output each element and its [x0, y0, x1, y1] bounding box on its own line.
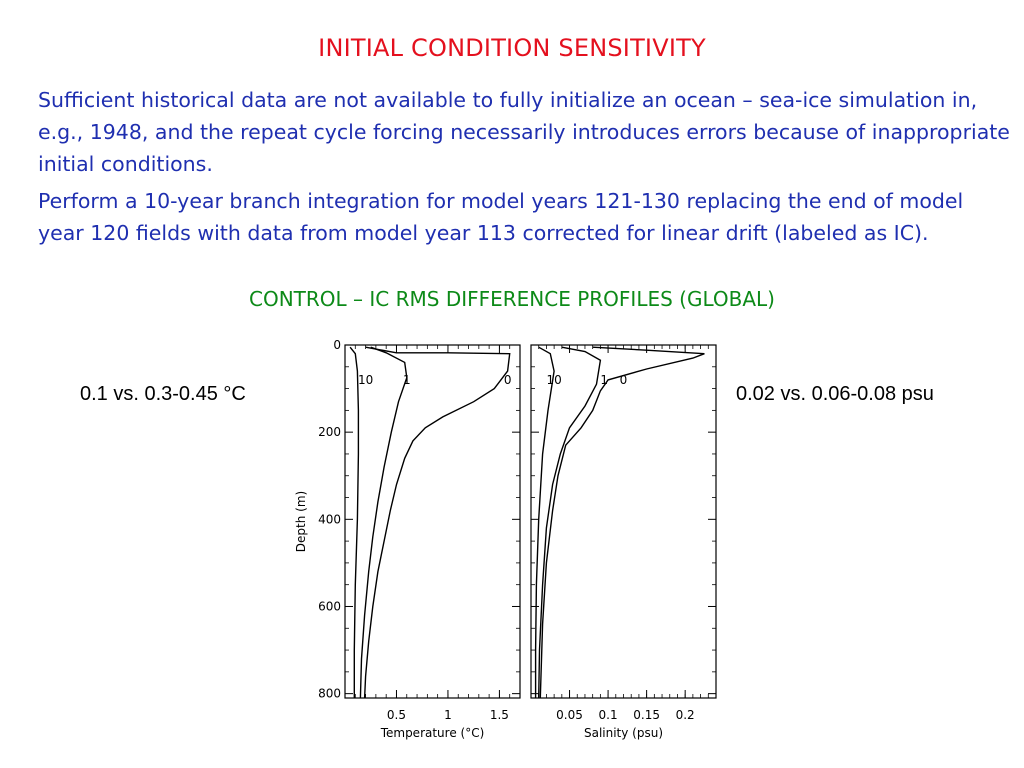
salinity-series-1-label: 1	[600, 373, 608, 387]
temperature-series-1-label: 1	[403, 373, 411, 387]
salinity-x-tick-label: 0.15	[633, 708, 660, 722]
temperature-series-10-line	[349, 346, 360, 698]
temperature-y-tick-label: 200	[318, 425, 341, 439]
temperature-y-axis-label: Depth (m)	[294, 491, 308, 552]
temperature-x-tick-label: 1	[444, 708, 452, 722]
salinity-x-axis-label: Salinity (psu)	[584, 726, 663, 740]
slide-title: INITIAL CONDITION SENSITIVITY	[318, 34, 706, 62]
temperature-note: 0.1 vs. 0.3-0.45 °C	[80, 383, 246, 405]
figure-subtitle: CONTROL – IC RMS DIFFERENCE PROFILES (GL…	[249, 287, 775, 311]
salinity-x-tick-label: 0.2	[676, 708, 695, 722]
temperature-series-0-line	[363, 346, 511, 699]
temperature-y-tick-label: 800	[318, 687, 341, 701]
salinity-x-tick-label: 0.1	[599, 708, 618, 722]
salinity-plot-frame	[530, 344, 717, 699]
salinity-series-10-label: 10	[546, 373, 561, 387]
salinity-series-10-line	[534, 346, 555, 698]
salinity-series-1-line	[538, 346, 602, 699]
temperature-y-tick-label: 400	[318, 512, 341, 526]
temperature-series-1-line	[359, 346, 408, 699]
temperature-series-0-label: 0	[504, 373, 512, 387]
salinity-x-tick-label: 0.05	[556, 708, 583, 722]
temperature-plot-frame	[344, 344, 521, 699]
temperature-series-10-label: 10	[358, 373, 373, 387]
salinity-series-0-line	[539, 346, 705, 699]
temperature-x-tick-label: 1.5	[490, 708, 509, 722]
salinity-note: 0.02 vs. 0.06-0.08 psu	[736, 383, 934, 405]
temperature-y-tick-label: 600	[318, 599, 341, 613]
paragraph-initialization: Sufficient historical data are not avail…	[38, 88, 1010, 176]
paragraph-branch-integration: Perform a 10-year branch integration for…	[38, 189, 964, 245]
salinity-series-0-label: 0	[620, 373, 628, 387]
temperature-x-axis-label: Temperature (°C)	[380, 726, 485, 740]
temperature-x-tick-label: 0.5	[387, 708, 406, 722]
temperature-y-tick-label: 0	[333, 338, 341, 352]
